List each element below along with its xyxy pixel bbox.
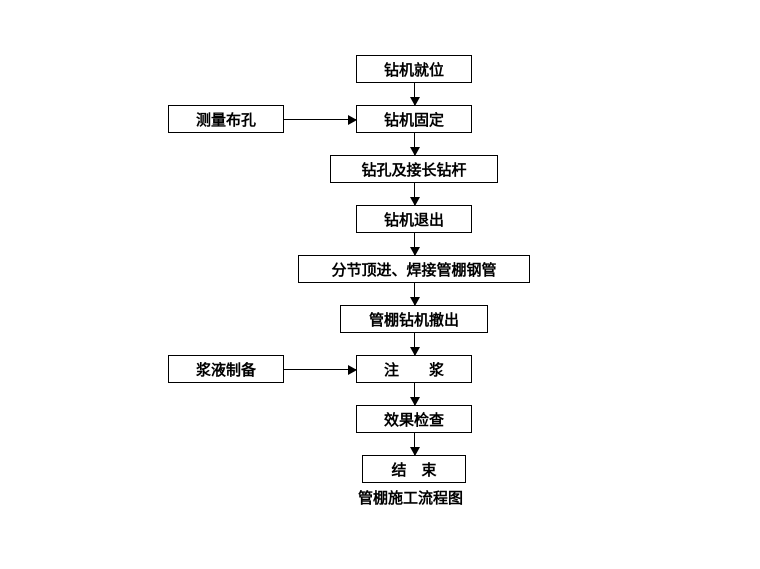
node-label: 注 浆 xyxy=(384,359,444,380)
node-label: 效果检查 xyxy=(384,409,444,430)
node-slurry-prep: 浆液制备 xyxy=(168,355,284,383)
node-jack-weld: 分节顶进、焊接管棚钢管 xyxy=(298,255,530,283)
node-label: 测量布孔 xyxy=(196,109,256,130)
node-shed-drill-out: 管棚钻机撤出 xyxy=(340,305,488,333)
arrow-right xyxy=(284,119,356,120)
node-label: 管棚钻机撤出 xyxy=(369,309,459,330)
flowchart-caption: 管棚施工流程图 xyxy=(358,487,463,508)
node-drill-exit: 钻机退出 xyxy=(356,205,472,233)
arrow-right xyxy=(284,369,356,370)
arrow-down xyxy=(414,133,415,155)
arrow-down xyxy=(414,183,415,205)
caption-text: 管棚施工流程图 xyxy=(358,491,463,507)
arrow-down xyxy=(414,233,415,255)
node-survey-holes: 测量布孔 xyxy=(168,105,284,133)
node-drill-position: 钻机就位 xyxy=(356,55,472,83)
arrow-down xyxy=(414,283,415,305)
node-drill-extend: 钻孔及接长钻杆 xyxy=(330,155,498,183)
node-grouting: 注 浆 xyxy=(356,355,472,383)
node-effect-check: 效果检查 xyxy=(356,405,472,433)
node-label: 浆液制备 xyxy=(196,359,256,380)
arrow-down xyxy=(414,383,415,405)
node-label: 钻机退出 xyxy=(384,209,444,230)
node-drill-fix: 钻机固定 xyxy=(356,105,472,133)
node-label: 钻孔及接长钻杆 xyxy=(361,159,466,180)
node-label: 钻机固定 xyxy=(384,109,444,130)
node-label: 结 束 xyxy=(391,459,436,480)
node-label: 分节顶进、焊接管棚钢管 xyxy=(331,259,496,280)
arrow-down xyxy=(414,83,415,105)
arrow-down xyxy=(414,333,415,355)
node-end: 结 束 xyxy=(362,455,466,483)
node-label: 钻机就位 xyxy=(384,59,444,80)
arrow-down xyxy=(414,433,415,455)
